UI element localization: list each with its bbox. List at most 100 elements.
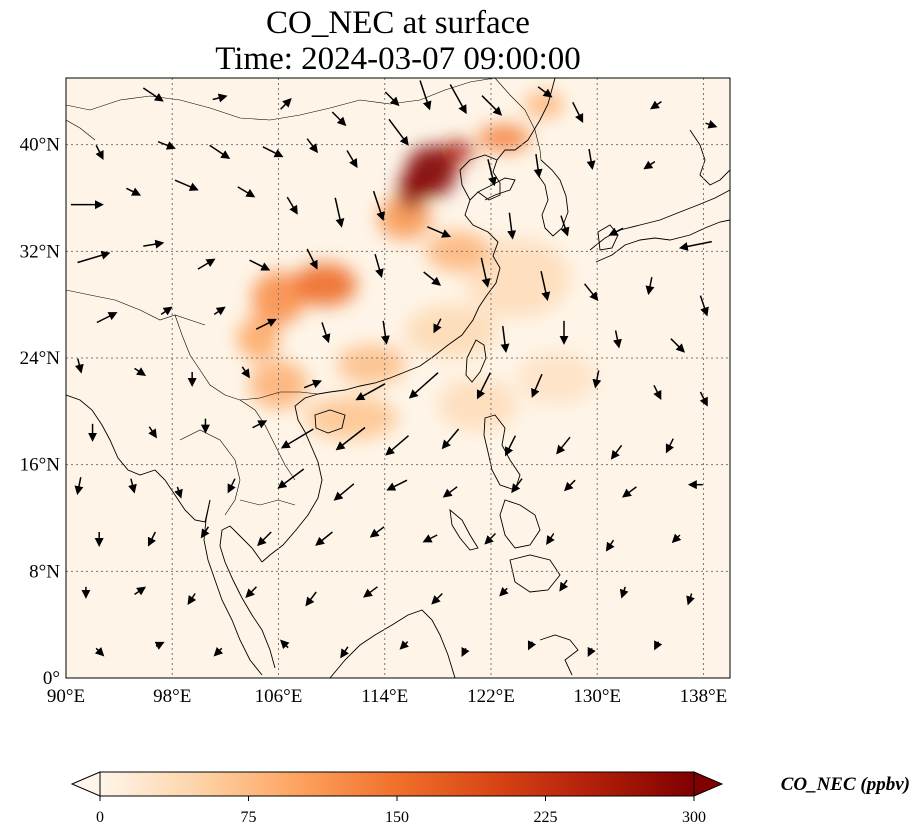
coastline-japan-south [595,219,730,263]
plume-blob [404,304,498,359]
coastline-gulf-thailand [219,525,276,669]
wind-arrow [355,383,386,401]
coastline-korea [537,159,569,237]
wind-arrow [241,366,250,379]
wind-arrow [480,257,491,288]
x-tick-label: 130°E [573,686,621,707]
wind-arrow [678,240,712,251]
wind-arrow [385,435,409,456]
wind-arrow [157,140,176,150]
wind-arrow [95,144,104,161]
wind-arrow [671,533,682,544]
coastline-borneo [329,609,456,678]
wind-arrow [142,87,164,102]
y-tick-label: 0° [43,668,60,689]
wind-arrow [280,428,314,449]
y-tick-label: 40°N [20,135,61,156]
wind-arrow [148,426,157,439]
coastline-kyushu [597,224,619,251]
x-axis-ticks: 90°E 98°E 106°E 114°E 122°E 130°E 138°E [47,686,727,707]
wind-arrow [305,591,317,607]
country-borders [66,78,542,516]
wind-arrow [128,478,137,494]
colorbar-bar [99,771,695,797]
wind-arrow [187,593,197,605]
wind-arrow [306,138,318,154]
wind-arrow [419,80,432,111]
x-tick-label: 106°E [255,686,303,707]
wind-arrow [605,539,615,552]
figure-title: CO_NEC at surface [266,5,530,41]
border-china-india [66,289,206,326]
wind-arrow [74,358,84,374]
wind-arrow [346,150,358,169]
wind-arrow [654,640,663,651]
map-background [66,78,730,678]
wind-arrow [380,320,390,345]
border-china-kazakhstan [66,119,96,141]
border-china-myanmar [174,314,241,401]
wind-arrow [586,148,596,170]
wind-arrow [384,91,400,107]
coastline-china-east [317,78,556,395]
wind-arrow [303,379,322,389]
wind-arrow [160,306,173,316]
gridlines [66,78,730,678]
border-thailand [179,429,241,516]
wind-arrow [441,428,460,450]
wind-arrow [686,593,695,606]
plume-blob [524,91,565,118]
wind-arrow [363,586,378,598]
wind-arrow [505,435,517,457]
plume-blob [237,316,280,360]
wind-arrow [209,144,231,159]
x-tick-label: 114°E [361,686,408,707]
wind-arrow [476,372,491,400]
wind-arrow [665,438,674,454]
wind-arrow [315,531,333,546]
wind-arrow [126,187,142,196]
wind-arrow [386,479,408,491]
colorbar: 0 75 150 225 300 CO_NEC (ppbv) [70,771,910,826]
x-tick-label: 122°E [467,686,515,707]
wind-arrow [511,478,523,494]
wind-arrow [537,86,553,98]
plume-blob [477,124,531,152]
wind-arrow [556,436,571,455]
wind-arrow [533,154,543,179]
wind-arrow [461,646,470,658]
figure-subtitle-time: Time: 2024-03-07 09:00:00 [215,41,581,77]
coastline-japan-north [689,129,730,186]
wind-arrow [546,533,555,545]
wind-arrow [372,190,385,222]
wind-arrow [143,239,165,249]
colorbar-ticks: 0 75 150 225 300 [96,796,706,826]
colorbar-tick-label: 150 [385,809,409,826]
wind-arrow [94,646,105,657]
wind-arrow [213,306,226,316]
wind-arrow [507,212,517,240]
wind-arrow [433,318,442,334]
plume-blob [336,344,406,385]
wind-arrow [174,179,199,191]
x-tick-label: 98°E [153,686,191,707]
colorbar-tick-label: 225 [534,809,558,826]
wind-arrow [572,101,584,124]
plume-blob [437,378,518,432]
coastline-myanmar [66,394,211,523]
x-tick-label: 138°E [680,686,728,707]
wind-arrow [622,486,637,498]
wind-arrow [154,641,165,650]
wind-arrow [619,586,629,599]
coastline-sulawesi [539,634,579,676]
wind-arrow [670,338,686,353]
wind-arrow [280,98,292,110]
wind-arrow [422,534,438,543]
border-cambodia [239,499,296,506]
colorbar-tick-label: 75 [241,809,257,826]
wind-arrow [237,186,256,198]
wind-arrow [399,640,410,650]
wind-arrow [77,250,111,264]
wind-arrow [197,258,216,270]
